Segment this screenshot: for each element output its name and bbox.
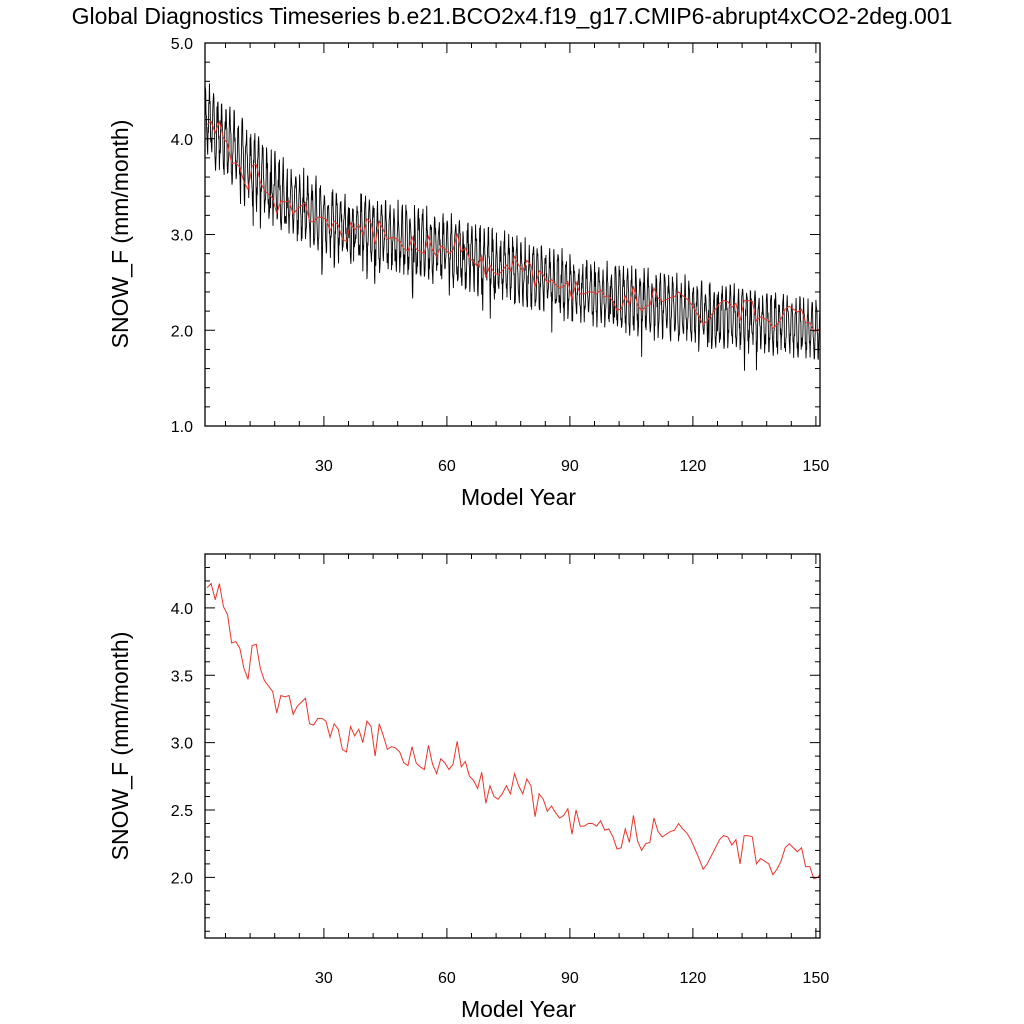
x-tick-label: 60 bbox=[438, 970, 456, 987]
x-tick-label: 90 bbox=[561, 970, 579, 987]
y-tick-label: 2.0 bbox=[171, 870, 193, 887]
y-tick-label: 2.0 bbox=[171, 323, 193, 340]
x-tick-label: 120 bbox=[680, 970, 707, 987]
monthly-series-line bbox=[205, 83, 820, 371]
chart-panel-1: 30 60 90 120 150 1.0 2.0 3.0 4.0 5.0 Model Year SNO… bbox=[107, 36, 829, 510]
y-tick-label: 5.0 bbox=[171, 36, 193, 53]
y-tick-label: 3.0 bbox=[171, 736, 193, 753]
y-tick-label: 3.5 bbox=[171, 668, 193, 685]
x-tick-label: 60 bbox=[438, 458, 456, 475]
x-tick-label: 30 bbox=[315, 970, 333, 987]
y-tick-label: 4.0 bbox=[171, 132, 193, 149]
y-tick-label: 3.0 bbox=[171, 228, 193, 245]
plot-frame bbox=[204, 553, 821, 939]
y-tick-label: 2.5 bbox=[171, 803, 193, 820]
x-tick-label: 150 bbox=[803, 970, 830, 987]
y-tick-label: 1.0 bbox=[171, 419, 193, 436]
annual-mean-series-line bbox=[206, 119, 820, 332]
y-axis-title: SNOW_F (mm/month) bbox=[107, 632, 133, 861]
x-tick-label: 30 bbox=[315, 458, 333, 475]
y-axis-title: SNOW_F (mm/month) bbox=[107, 120, 133, 349]
figure-title: Global Diagnostics Timeseries b.e21.BCO2… bbox=[71, 3, 953, 29]
x-tick-label: 150 bbox=[803, 458, 830, 475]
x-axis-title: Model Year bbox=[461, 484, 576, 510]
chart-panel-2: 30 60 90 120 150 2.0 2.5 3.0 3.5 4.0 Model Year SNO… bbox=[107, 553, 830, 1022]
annual-mean-series-line bbox=[206, 582, 820, 880]
x-tick-label: 90 bbox=[561, 458, 579, 475]
x-tick-label: 120 bbox=[680, 458, 707, 475]
x-axis-title: Model Year bbox=[461, 996, 576, 1022]
y-tick-label: 4.0 bbox=[171, 601, 193, 618]
